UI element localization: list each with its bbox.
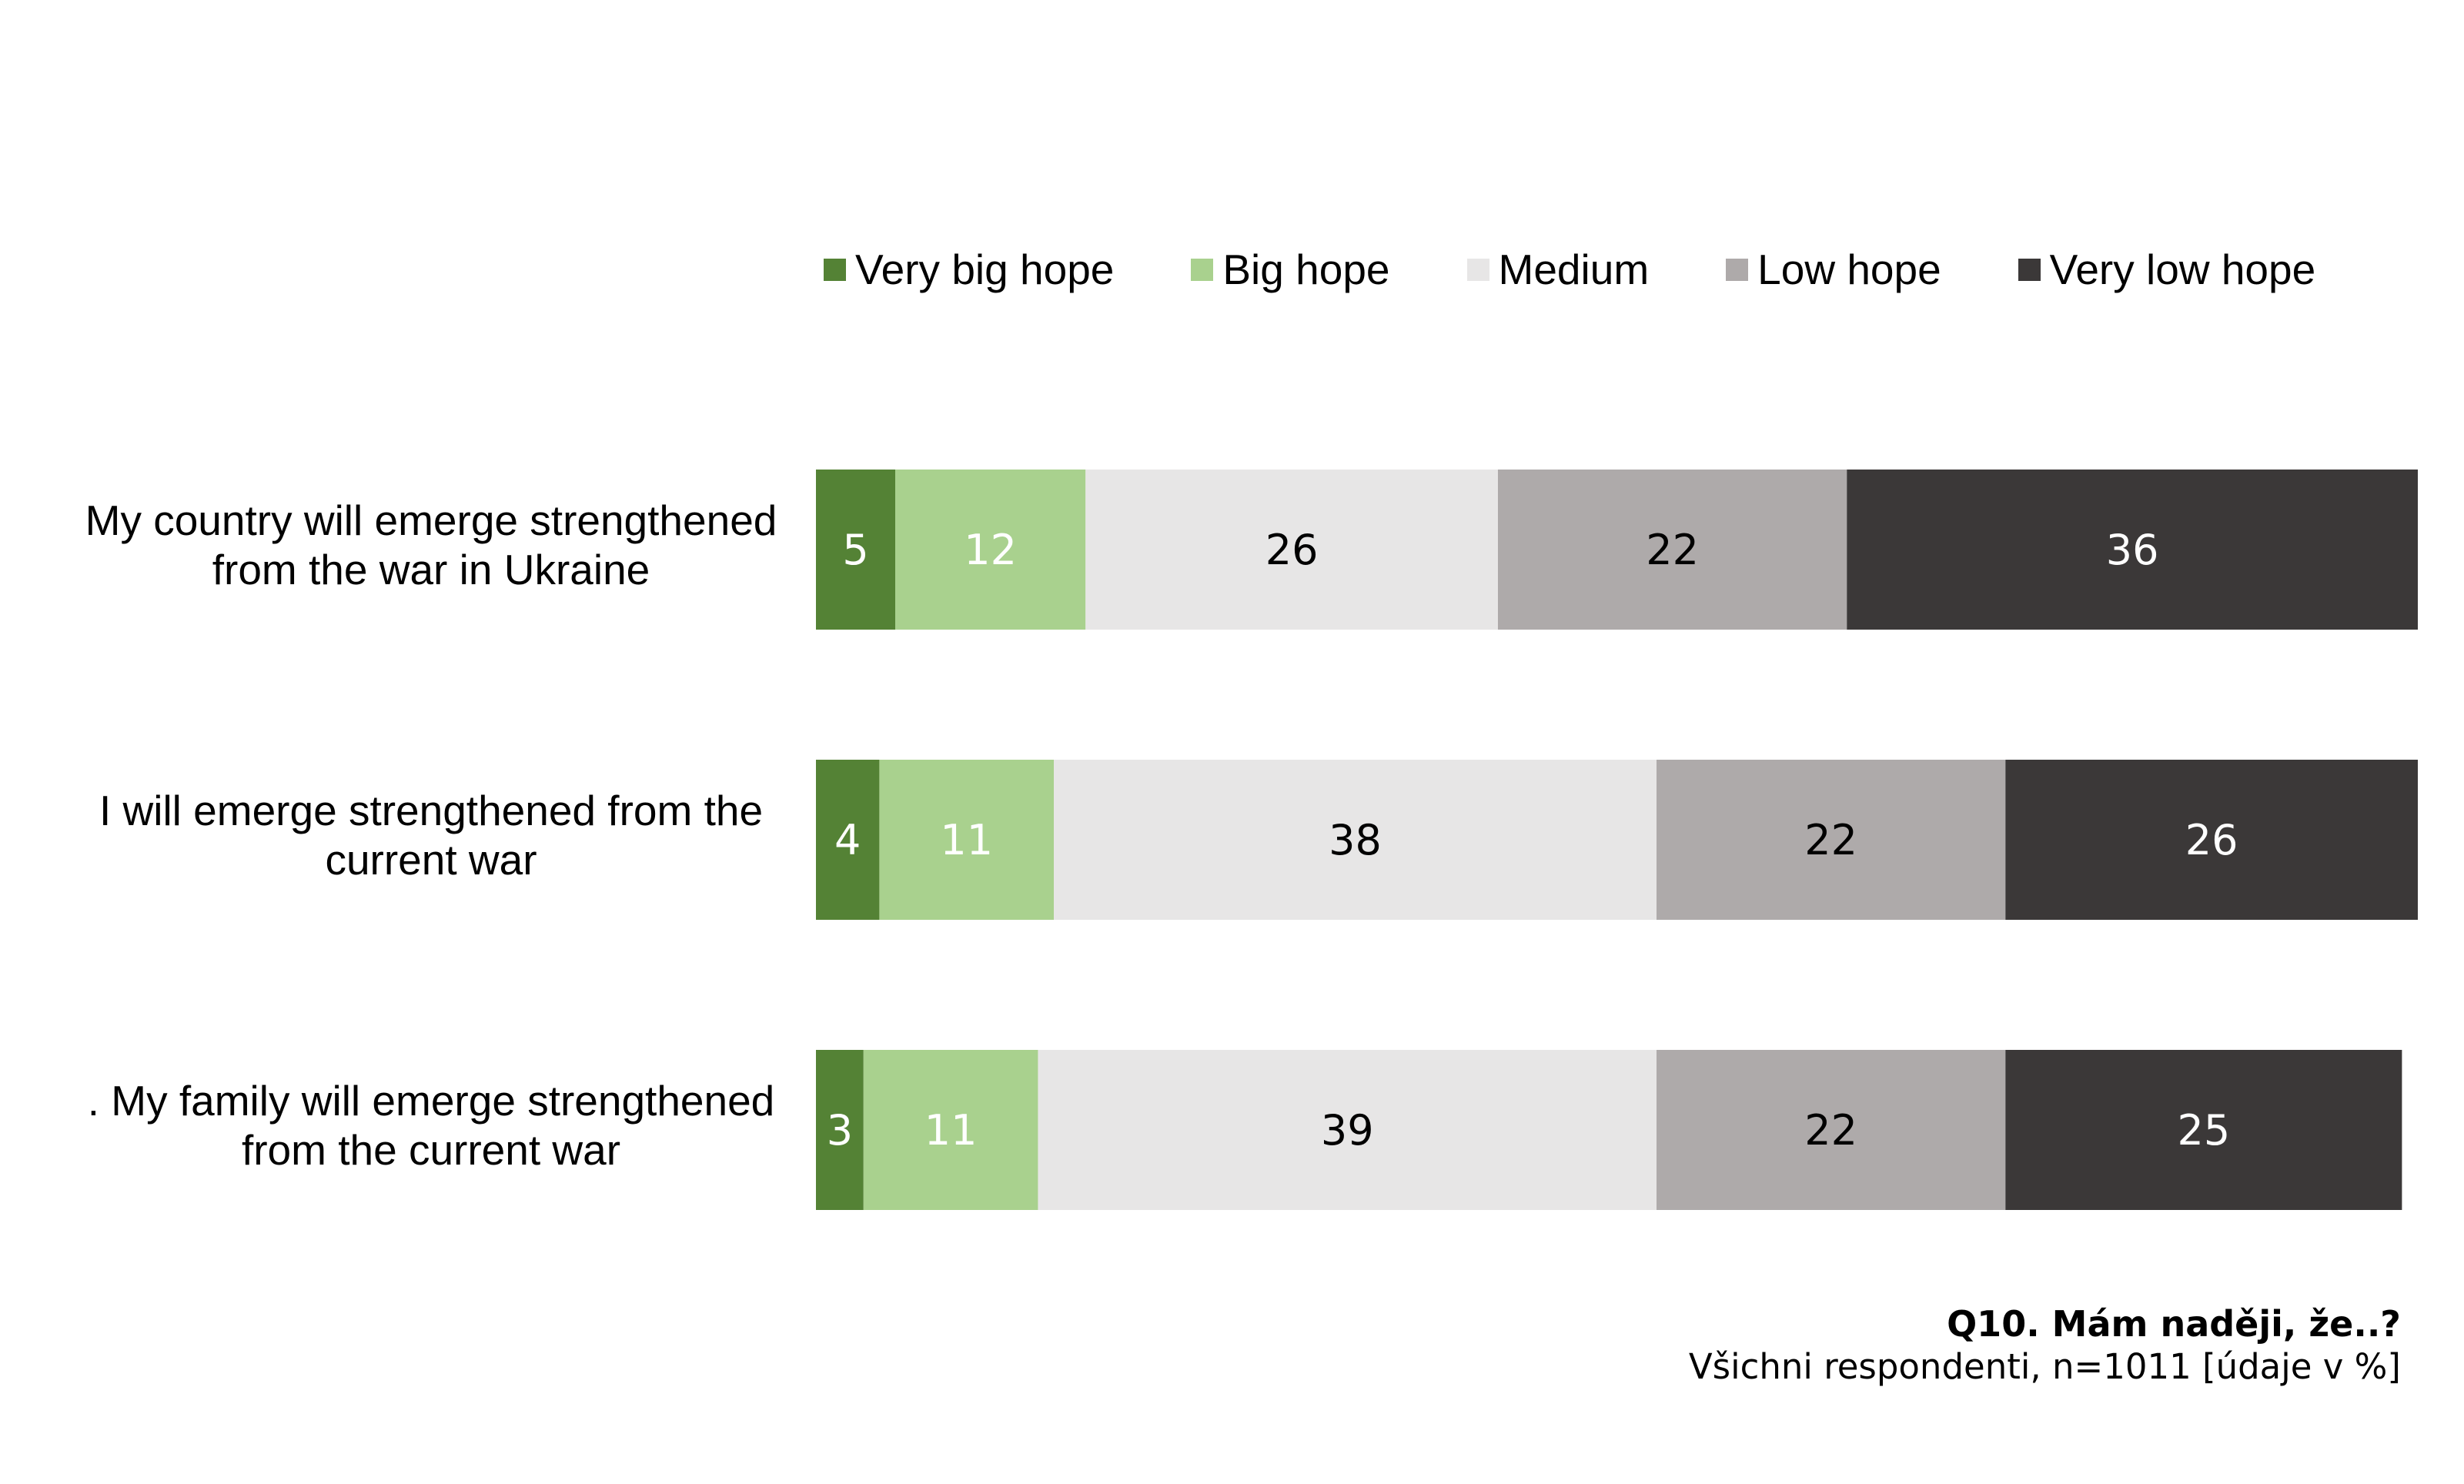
bar-segment bbox=[1657, 760, 2006, 920]
bar-value-label: 22 bbox=[1804, 816, 1857, 864]
legend-swatch bbox=[1726, 258, 1749, 281]
category-label-line: My country will emerge strengthened bbox=[85, 496, 777, 544]
bar-value-label: 4 bbox=[834, 816, 861, 864]
bar-value-label: 3 bbox=[827, 1106, 853, 1155]
bar-value-label: 38 bbox=[1329, 816, 1382, 864]
legend-item: Medium bbox=[1466, 245, 1650, 294]
bar-value-label: 26 bbox=[2185, 816, 2238, 864]
bar-value-label: 12 bbox=[964, 526, 1017, 574]
bar-value-label: 11 bbox=[924, 1106, 978, 1155]
legend-swatch bbox=[1466, 258, 1489, 281]
category-label-line: from the war in Ukraine bbox=[212, 546, 650, 593]
bar-segment bbox=[1497, 470, 1847, 630]
bar-segment bbox=[895, 470, 1086, 630]
bar-value-label: 22 bbox=[1804, 1106, 1857, 1155]
legend-swatch bbox=[824, 258, 846, 281]
question-title: Q10. Mám naději, že..? bbox=[1947, 1303, 2401, 1345]
bar-value-label: 11 bbox=[940, 816, 993, 864]
bar-value-label: 5 bbox=[842, 526, 868, 574]
bar-value-label: 36 bbox=[2106, 526, 2159, 574]
legend-swatch bbox=[1191, 258, 1214, 281]
bar-segment bbox=[1847, 470, 2418, 630]
bar-value-label: 22 bbox=[1646, 526, 1699, 574]
legend-item: Very big hope bbox=[824, 245, 1114, 294]
bar-segment bbox=[1054, 760, 1657, 920]
bar-value-label: 26 bbox=[1265, 526, 1319, 574]
bar-segment bbox=[1657, 1050, 2006, 1210]
bar-segment bbox=[879, 760, 1055, 920]
category-label-line: from the current war bbox=[241, 1126, 621, 1174]
category-label-line: current war bbox=[325, 836, 537, 884]
bar-segment bbox=[2005, 1050, 2402, 1210]
legend-label: Very big hope bbox=[855, 246, 1115, 293]
bar-segment bbox=[1038, 1050, 1657, 1210]
bar-value-label: 39 bbox=[1321, 1106, 1374, 1155]
bar-segment bbox=[816, 1050, 864, 1210]
bar-segment bbox=[816, 470, 896, 630]
legend-item: Very low hope bbox=[2018, 245, 2316, 294]
bar-group: 4 11 38 22 26 bbox=[816, 760, 2418, 920]
bar-segment bbox=[863, 1050, 1038, 1210]
category-label: I will emerge strengthened from the curre… bbox=[46, 786, 816, 884]
bar-segment bbox=[816, 760, 880, 920]
bar-segment bbox=[2005, 760, 2418, 920]
legend-label: Very low hope bbox=[2049, 246, 2316, 293]
legend-item: Big hope bbox=[1191, 245, 1390, 294]
legend-label: Low hope bbox=[1757, 246, 1941, 293]
legend-label: Medium bbox=[1498, 246, 1650, 293]
respondents-note: Všichni respondenti, n=1011 [údaje v %] bbox=[1688, 1346, 2401, 1387]
category-label: . My family will emerge strengthened from… bbox=[46, 1076, 816, 1175]
legend: Very big hope Big hope Medium Low hope Very … bbox=[824, 239, 2315, 300]
category-label-line: . My family will emerge strengthened bbox=[87, 1077, 775, 1125]
legend-item: Low hope bbox=[1726, 245, 1941, 294]
bar-group: 5 12 26 22 36 bbox=[816, 470, 2418, 630]
bar-group: 3 11 39 22 25 bbox=[816, 1050, 2402, 1210]
bar-segment bbox=[1085, 470, 1498, 630]
legend-swatch bbox=[2018, 258, 2041, 281]
category-label: My country will emerge strengthened from … bbox=[46, 496, 816, 594]
legend-label: Big hope bbox=[1222, 246, 1390, 293]
category-label-line: I will emerge strengthened from the bbox=[99, 787, 764, 834]
bar-value-label: 25 bbox=[2177, 1106, 2230, 1155]
